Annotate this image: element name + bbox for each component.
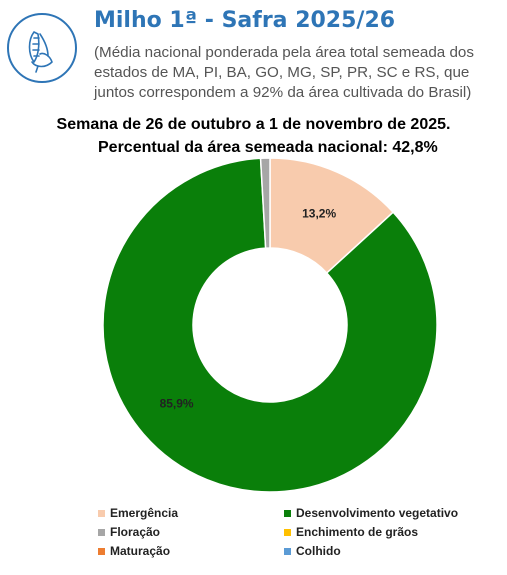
- legend-item: Emergência: [98, 505, 178, 521]
- corn-icon: [7, 13, 77, 83]
- legend-label: Floração: [110, 525, 161, 539]
- legend-swatch: [284, 528, 291, 536]
- slice-desenvolvimento-vegetativo: [102, 157, 438, 493]
- week-label: Semana de 26 de outubro a 1 de novembro …: [56, 116, 451, 133]
- legend-item: Enchimento de grãos: [284, 524, 418, 540]
- legend-item: Colhido: [284, 543, 341, 559]
- subtitle: (Média nacional ponderada pela área tota…: [94, 44, 474, 101]
- legend-item: Maturação: [98, 543, 170, 559]
- legend-item: Desenvolvimento vegetativo: [284, 505, 458, 521]
- legend-swatch: [98, 528, 105, 536]
- legend-swatch: [284, 509, 291, 517]
- slice-flora-o: [259, 157, 271, 249]
- legend-item: Floração: [98, 524, 160, 540]
- data-label: 85,9%: [160, 396, 194, 410]
- legend-label: Colhido: [296, 544, 341, 558]
- sown-area-percent: Percentual da área semeada nacional: 42,…: [98, 139, 438, 156]
- legend-swatch: [284, 547, 291, 555]
- donut-chart: 13,2% 85,9%: [102, 157, 438, 493]
- legend-label: Emergência: [110, 506, 179, 520]
- page-title: Milho 1ª - Safra 2025/26: [94, 8, 396, 33]
- legend-swatch: [98, 547, 105, 555]
- corn-logo: [4, 10, 80, 86]
- legend-swatch: [98, 509, 105, 517]
- data-label: 13,2%: [302, 206, 336, 220]
- legend-label: Maturação: [110, 544, 171, 558]
- legend-label: Desenvolvimento vegetativo: [296, 506, 459, 520]
- legend-label: Enchimento de grãos: [296, 525, 419, 539]
